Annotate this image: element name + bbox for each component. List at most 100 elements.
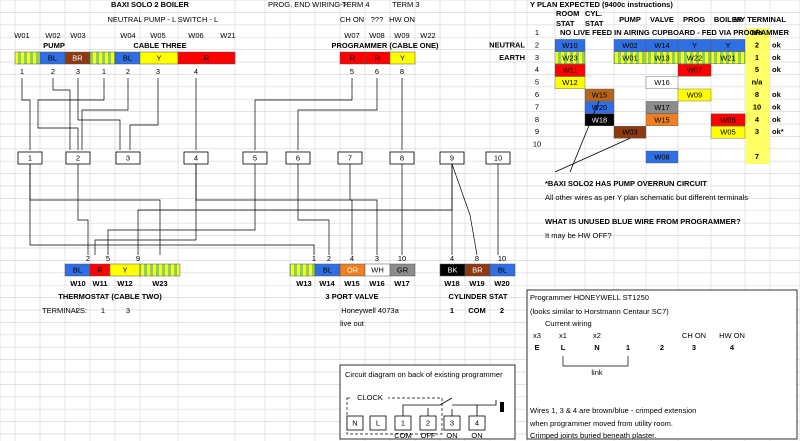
y-plan-note: *BAXI SOLO2 HAS PUMP OVERRUN CIRCUIT bbox=[545, 179, 707, 188]
wire-id: W14 bbox=[319, 279, 335, 288]
wire-id: W16 bbox=[369, 279, 384, 288]
terminal-number: 4 bbox=[194, 67, 198, 76]
link-label: link bbox=[591, 368, 603, 377]
wire-id: W07 bbox=[344, 31, 359, 40]
wire-chip-label: R bbox=[204, 53, 210, 62]
connector bbox=[195, 164, 353, 255]
my-terminal: 10 bbox=[753, 102, 761, 111]
group-note: 3 bbox=[126, 306, 130, 315]
connector bbox=[137, 164, 453, 255]
terminal-number: 8 bbox=[400, 67, 404, 76]
column-header: STAT bbox=[585, 19, 604, 28]
function-label: CH ON bbox=[340, 15, 364, 24]
wire-cell bbox=[710, 39, 746, 52]
column-header: PROG bbox=[683, 15, 705, 24]
wire-id: W18 bbox=[444, 279, 459, 288]
wire-cell-label: W09 bbox=[687, 90, 702, 99]
link-count: x1 bbox=[559, 331, 567, 340]
row-number: 4 bbox=[535, 65, 539, 74]
group-note: COM bbox=[468, 306, 486, 315]
wire-chip-label: Y bbox=[400, 53, 405, 62]
status: ok bbox=[772, 115, 782, 124]
wire-chip-label: BL bbox=[48, 53, 57, 62]
programmer-terminal: 4 bbox=[730, 343, 735, 352]
terminal-label: 10 bbox=[494, 153, 502, 162]
wire-id: W12 bbox=[117, 279, 132, 288]
terminal-number: 5 bbox=[106, 254, 110, 263]
y-plan-note: WHAT IS UNUSED BLUE WIRE FROM PROGRAMMER… bbox=[545, 217, 741, 226]
circuit-terminal-label: N bbox=[352, 418, 357, 427]
status: ok bbox=[772, 102, 782, 111]
wire-id: W23 bbox=[152, 279, 167, 288]
wire-cell-label: W12 bbox=[562, 78, 577, 87]
wire-chip-label: BR bbox=[72, 53, 83, 62]
wire-chip-label: GR bbox=[397, 265, 409, 274]
terminal-number: 10 bbox=[398, 254, 406, 263]
wire-chip-label: R bbox=[97, 265, 103, 274]
row-label: EARTH bbox=[499, 53, 525, 62]
connector bbox=[52, 78, 71, 150]
terminal-number: 1 bbox=[20, 67, 24, 76]
wire-cell-label: W23 bbox=[562, 53, 577, 62]
connector bbox=[451, 163, 478, 256]
column-header: VALVE bbox=[650, 15, 674, 24]
column-header: PUMP bbox=[619, 15, 641, 24]
group-note: 1 bbox=[101, 306, 105, 315]
group-note: 2 bbox=[76, 306, 80, 315]
wire-id: W15 bbox=[344, 279, 359, 288]
pointer-arrow bbox=[554, 137, 631, 173]
programmer-function: HW ON bbox=[719, 331, 745, 340]
circuit-terminal-label: 3 bbox=[450, 418, 454, 427]
status: ok bbox=[772, 40, 782, 49]
connector bbox=[254, 78, 353, 150]
programmer-terminal: 1 bbox=[626, 343, 630, 352]
terminal-number: 4 bbox=[350, 254, 354, 263]
wire-cell-label: W20 bbox=[592, 103, 607, 112]
wire-cell bbox=[554, 39, 586, 52]
programmer-note: Wires 1, 3 & 4 are brown/blue - crimped … bbox=[530, 406, 696, 415]
wire-id: W10 bbox=[70, 279, 85, 288]
wire-chip bbox=[89, 51, 116, 65]
wire-cell bbox=[710, 51, 746, 64]
circuit-wire bbox=[402, 397, 453, 416]
terminal-number: 3 bbox=[156, 67, 160, 76]
terminal-number: 8 bbox=[475, 254, 479, 263]
wire-cell bbox=[677, 63, 712, 77]
row-number: 5 bbox=[535, 78, 539, 87]
wire-cell-label: W08 bbox=[654, 152, 669, 161]
connector bbox=[77, 164, 89, 255]
wire-cell bbox=[710, 113, 746, 127]
pointer-arrow bbox=[569, 100, 600, 173]
terminal-number: 2 bbox=[51, 67, 55, 76]
current-wiring: Current wiring bbox=[545, 319, 592, 328]
wire-chip-label: BL bbox=[323, 265, 332, 274]
row-number: 9 bbox=[535, 127, 539, 136]
wire-cell bbox=[710, 125, 746, 139]
terminal-box bbox=[242, 151, 268, 165]
programmer-terminal: E bbox=[534, 343, 539, 352]
y-plan-note: It may be HW OFF? bbox=[545, 231, 612, 240]
terminal-column bbox=[745, 28, 770, 164]
group-title: PUMP bbox=[43, 41, 65, 50]
wire-chip bbox=[14, 51, 41, 65]
connector bbox=[77, 78, 121, 150]
wire-id: W01 bbox=[14, 31, 29, 40]
terminal-number: 1 bbox=[102, 67, 106, 76]
programmer-subtitle: (looks similar to Horstmann Centaur SC7) bbox=[530, 307, 669, 316]
wire-chip bbox=[139, 263, 181, 277]
programmer-terminal: N bbox=[594, 343, 599, 352]
wire-id: W06 bbox=[188, 31, 203, 40]
terminal-number: 3 bbox=[76, 67, 80, 76]
wire-id: W21 bbox=[220, 31, 235, 40]
wire-cell bbox=[677, 88, 712, 102]
wire-cell bbox=[554, 63, 586, 77]
link-count: x2 bbox=[593, 331, 601, 340]
terminal-label: 1 bbox=[28, 153, 32, 162]
wire-id: W19 bbox=[469, 279, 484, 288]
wire-chip bbox=[177, 51, 236, 65]
circuit-terminal-label: 2 bbox=[426, 418, 430, 427]
function-label: PUMP - L bbox=[144, 15, 176, 24]
programmer-title: Programmer HONEYWELL ST1250 bbox=[530, 293, 649, 302]
wire-cell bbox=[645, 150, 679, 164]
terminal-box bbox=[183, 151, 209, 165]
